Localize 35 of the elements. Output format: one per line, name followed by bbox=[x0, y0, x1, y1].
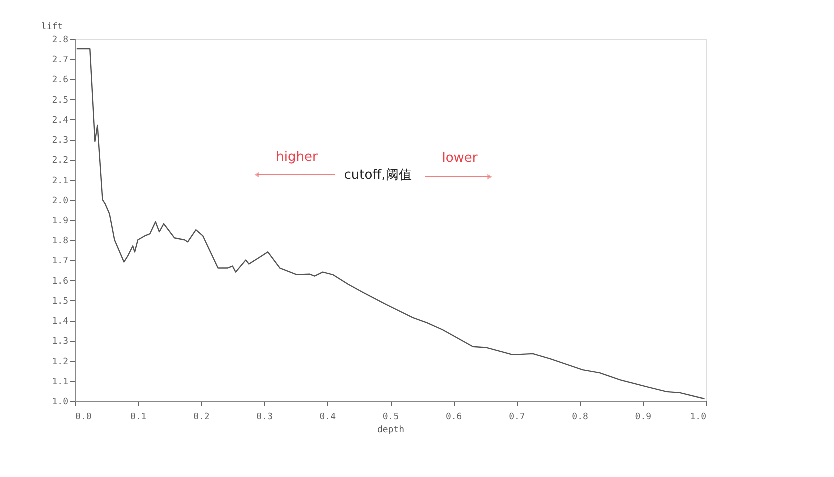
y-tick-label: 1.1 bbox=[52, 377, 68, 388]
x-tick-label: 0.0 bbox=[76, 412, 92, 422]
x-tick-label: 0.4 bbox=[320, 412, 336, 422]
x-tick-label: 0.9 bbox=[635, 412, 652, 422]
x-tick-label: 0.2 bbox=[194, 412, 210, 422]
annotation: higher bbox=[276, 150, 318, 165]
x-tick-label: 0.3 bbox=[256, 412, 273, 422]
x-axis-title: depth bbox=[377, 426, 405, 436]
y-tick-label: 1.5 bbox=[52, 296, 68, 307]
annotation: cutoff,阈值 bbox=[344, 168, 412, 183]
y-tick-label: 2.5 bbox=[52, 96, 68, 106]
y-tick-label: 1.0 bbox=[52, 398, 68, 408]
annotation: lower bbox=[442, 151, 478, 166]
y-tick-label: 2.1 bbox=[52, 176, 68, 186]
y-tick-label: 1.8 bbox=[52, 236, 68, 247]
x-tick-label: 0.7 bbox=[509, 412, 526, 422]
y-tick-label: 1.4 bbox=[52, 317, 68, 328]
y-axis-title: lift bbox=[42, 22, 64, 32]
y-tick-label: 2.7 bbox=[52, 56, 68, 66]
y-tick-label: 2.8 bbox=[52, 36, 68, 46]
x-tick-label: 0.6 bbox=[446, 412, 462, 422]
y-tick-label: 1.2 bbox=[52, 357, 68, 368]
x-tick-label: 0.5 bbox=[382, 412, 400, 422]
x-tick-label: 1.0 bbox=[690, 412, 706, 422]
x-tick-label: 0.1 bbox=[130, 412, 147, 422]
y-tick-label: 2.2 bbox=[52, 156, 68, 166]
y-tick-label: 1.7 bbox=[52, 256, 68, 267]
y-tick-label: 1.9 bbox=[52, 216, 68, 226]
y-tick-label: 2.4 bbox=[52, 116, 68, 126]
y-tick-label: 2.6 bbox=[52, 76, 68, 86]
y-tick-label: 1.3 bbox=[52, 337, 68, 348]
x-tick-label: 0.8 bbox=[572, 412, 588, 422]
y-tick-label: 1.6 bbox=[52, 276, 68, 287]
y-tick-label: 2.3 bbox=[52, 136, 68, 146]
y-tick-label: 2.0 bbox=[52, 196, 68, 206]
